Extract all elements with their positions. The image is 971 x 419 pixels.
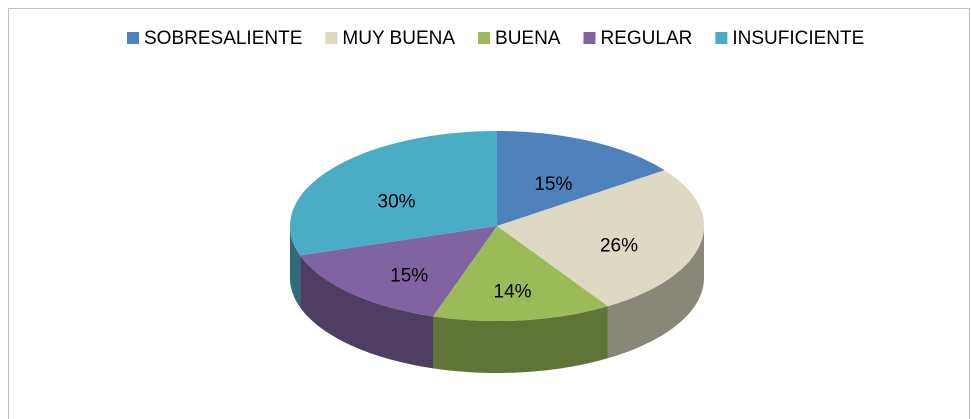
pie-tops bbox=[290, 131, 704, 321]
data-label: 15% bbox=[534, 174, 572, 195]
legend-swatch bbox=[583, 32, 596, 44]
data-labels: 15% 26% 14% 15% 30% bbox=[378, 174, 639, 302]
slice-side bbox=[290, 226, 301, 308]
legend-swatch bbox=[478, 32, 491, 44]
slice bbox=[497, 131, 665, 226]
slice bbox=[300, 226, 497, 317]
slice-side bbox=[300, 255, 433, 369]
slice bbox=[290, 131, 497, 256]
data-label: 15% bbox=[390, 265, 428, 286]
legend-label: MUY BUENA bbox=[342, 28, 455, 49]
legend-label: BUENA bbox=[495, 28, 561, 49]
pie-sides bbox=[290, 226, 704, 373]
data-label: 14% bbox=[494, 282, 532, 303]
legend-swatch bbox=[127, 32, 139, 44]
data-label: 26% bbox=[600, 236, 638, 257]
legend-swatch bbox=[325, 32, 338, 44]
legend-label: SOBRESALIENTE bbox=[144, 28, 302, 49]
legend-swatch bbox=[715, 32, 728, 44]
data-label: 30% bbox=[378, 192, 416, 213]
slice-side bbox=[433, 306, 608, 373]
legend-label: INSUFICIENTE bbox=[732, 28, 864, 49]
slice bbox=[497, 170, 704, 307]
legend-label: REGULAR bbox=[600, 28, 692, 49]
legend: SOBRESALIENTE MUY BUENA BUENA REGULAR INSUFI… bbox=[127, 28, 864, 49]
slice bbox=[433, 226, 608, 321]
slice-side bbox=[607, 226, 704, 359]
